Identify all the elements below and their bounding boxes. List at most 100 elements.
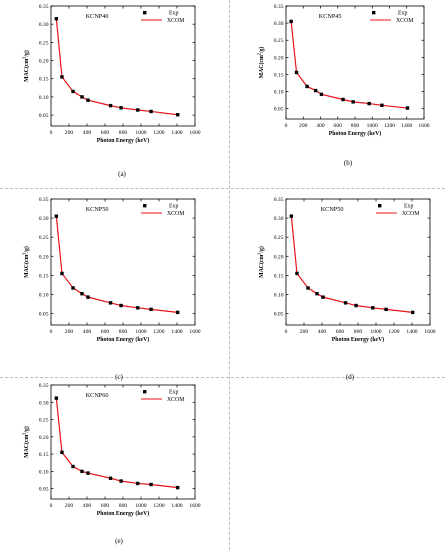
chart-panel-2: 0 200 400 600 800 1000 1200 1400 1600 0.05 0.10 0.1… (257, 4, 430, 167)
chart-panel-4: 0 200 400 600 800 1000 1200 1400 1600 0.05 0.10 0.1… (257, 197, 436, 381)
y-tick-label: 0.15 (39, 452, 49, 458)
x-tick-label: 1200 (153, 329, 164, 335)
series-exp-point (71, 286, 75, 290)
x-tick-label: 800 (119, 130, 128, 136)
y-axis-label-part: /g) (23, 50, 30, 58)
x-tick-label: 1200 (153, 130, 164, 136)
panel-title: KCNP50 (86, 206, 109, 213)
x-tick-label: 1000 (135, 503, 146, 509)
y-tick-label: 0.35 (39, 197, 49, 203)
y-axis-label-superscript: 2 (22, 57, 27, 59)
y-tick-label: 0.30 (39, 216, 49, 222)
series-exp-point (176, 113, 180, 117)
legend-xcom-label: XCOM (167, 211, 184, 217)
series-exp-point (341, 97, 345, 102)
legend-exp-label: Exp (169, 204, 178, 210)
x-axis-label: Photon Energy (keV) (329, 130, 382, 137)
series-exp-point (405, 106, 410, 110)
legend-exp-label: Exp (169, 390, 178, 396)
y-axis-label-part: MAC(cm (258, 255, 265, 278)
panel-caption: (d) (346, 373, 355, 381)
x-tick-label: 600 (101, 130, 110, 136)
x-tick-label: 400 (316, 123, 325, 129)
y-tick-label: 0.35 (274, 197, 284, 203)
x-tick-label: 600 (336, 329, 345, 335)
legend-exp-marker (143, 390, 147, 394)
series-xcom-line (55, 398, 178, 489)
series-exp-point (80, 95, 84, 99)
x-tick-label: 1400 (171, 130, 182, 136)
series-exp-point (60, 75, 64, 79)
y-tick-label: 0.25 (39, 40, 49, 46)
x-axis-label: Photon Energy (keV) (97, 510, 150, 517)
x-tick-label: 600 (334, 123, 343, 129)
x-axis-label: Photon Energy (keV) (97, 137, 150, 144)
panel-caption: (b) (344, 159, 353, 167)
x-tick-label: 400 (318, 329, 327, 335)
y-tick-label: 0.05 (274, 312, 284, 318)
y-tick-label: 0.25 (39, 235, 49, 241)
series-xcom-line (290, 21, 408, 109)
y-tick-label: 0.30 (274, 21, 284, 27)
y-axis-label-superscript: 2 (257, 253, 262, 255)
x-tick-label: 200 (65, 503, 74, 509)
panel-title: KCNP60 (86, 392, 109, 399)
y-tick-label: 0.15 (39, 273, 49, 279)
y-tick-label: 0.05 (39, 487, 49, 493)
series-exp-point (289, 214, 294, 218)
x-tick-label: 1000 (370, 329, 381, 335)
chart-panel-3: 0 200 400 600 800 1000 1200 1400 1600 0.05 0.10 0.1… (22, 197, 201, 381)
series-xcom-line (290, 216, 413, 313)
y-tick-label: 0.20 (39, 254, 49, 260)
series-exp-point (295, 271, 299, 276)
series-exp-point (176, 485, 180, 490)
y-tick-label: 0.35 (39, 383, 49, 389)
y-axis-label-part: /g) (258, 246, 265, 254)
y-tick-label: 0.30 (39, 400, 49, 406)
y-axis-label: MAC(cm2/g) (22, 50, 31, 82)
grid-divider-horizontal-2 (0, 377, 445, 378)
x-tick-label: 400 (83, 329, 92, 335)
y-tick-label: 0.35 (39, 4, 49, 10)
series-exp-point (71, 89, 75, 94)
y-tick-label: 0.25 (274, 38, 284, 44)
panel-title: KCNP40 (86, 13, 109, 20)
series-exp-point (108, 476, 113, 480)
series-exp-point (136, 306, 140, 310)
series-exp-point (354, 303, 358, 308)
series-exp-point (343, 301, 348, 305)
series-exp-point (80, 469, 84, 474)
y-axis-label: MAC(cm2/g) (257, 246, 266, 278)
y-tick-label: 0.30 (39, 22, 49, 28)
legend-exp-label: Exp (398, 11, 407, 17)
x-tick-label: 1600 (189, 130, 200, 136)
series-exp-point (119, 303, 123, 308)
series-exp-point (411, 310, 415, 315)
series-exp-point (71, 464, 75, 469)
y-tick-label: 0.20 (39, 59, 49, 65)
series-exp-point (86, 471, 90, 475)
y-tick-label: 0.10 (274, 292, 284, 298)
legend-xcom-label: XCOM (402, 211, 419, 217)
x-tick-label: 1400 (406, 329, 417, 335)
y-axis-label: MAC(cm2/g) (22, 246, 31, 278)
x-tick-label: 1600 (418, 123, 429, 129)
series-exp-point (119, 106, 123, 110)
y-tick-label: 0.20 (274, 254, 284, 260)
series-exp-point (60, 271, 64, 276)
y-axis-label-part: /g) (23, 246, 30, 254)
y-tick-label: 0.10 (274, 90, 284, 96)
series-exp-point (371, 306, 375, 310)
panel-title: KCNP50 (321, 206, 344, 213)
grid-divider-horizontal-1 (0, 188, 445, 189)
series-exp-point (149, 109, 153, 114)
x-tick-label: 200 (299, 123, 308, 129)
series-exp-point (294, 70, 299, 75)
series-xcom-line (55, 18, 178, 116)
legend-exp-label: Exp (404, 204, 413, 210)
y-tick-label: 0.15 (39, 77, 49, 83)
series-exp-point (319, 92, 324, 97)
x-tick-label: 1200 (388, 329, 399, 335)
x-tick-label: 0 (50, 329, 53, 335)
